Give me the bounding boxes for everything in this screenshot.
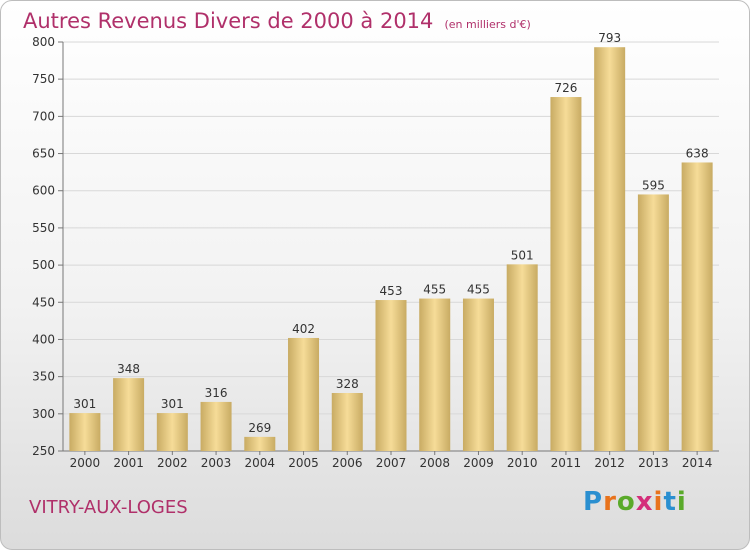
y-tick-label: 250 [32, 444, 55, 458]
chart-title-text: Autres Revenus Divers de 2000 à 2014 [23, 9, 434, 33]
data-label: 269 [248, 421, 271, 435]
data-label: 301 [161, 397, 184, 411]
y-tick-label: 600 [32, 184, 55, 198]
data-label: 726 [554, 81, 577, 95]
logo-letter: t [663, 487, 677, 517]
data-label: 501 [511, 248, 534, 262]
logo-letter: o [616, 487, 636, 517]
x-tick-label: 2006 [332, 456, 363, 470]
bar [375, 300, 407, 451]
y-tick-label: 750 [32, 72, 55, 86]
y-tick-label: 300 [32, 407, 55, 421]
bar [113, 378, 145, 451]
city-name: VITRY-AUX-LOGES [29, 497, 188, 518]
data-label: 453 [380, 284, 403, 298]
x-tick-label: 2008 [419, 456, 450, 470]
x-tick-label: 2012 [594, 456, 625, 470]
chart-title: Autres Revenus Divers de 2000 à 2014 (en… [23, 9, 531, 33]
bar [331, 392, 363, 451]
bar [69, 413, 101, 451]
y-tick-label: 400 [32, 332, 55, 346]
bar [200, 401, 232, 451]
x-tick-label: 2002 [157, 456, 188, 470]
logo-letter: i [653, 487, 664, 517]
proxiti-logo: Proxiti [583, 487, 687, 517]
x-tick-label: 2005 [288, 456, 319, 470]
bar [288, 337, 320, 451]
data-label: 793 [598, 31, 621, 45]
bar [419, 298, 451, 451]
data-label: 638 [686, 146, 709, 160]
x-tick-label: 2011 [551, 456, 582, 470]
data-label: 316 [205, 386, 228, 400]
x-tick-label: 2007 [376, 456, 407, 470]
data-label: 455 [423, 283, 446, 297]
data-label: 328 [336, 377, 359, 391]
data-label: 595 [642, 178, 665, 192]
bar [156, 413, 188, 451]
bar [550, 97, 582, 452]
y-tick-label: 700 [32, 109, 55, 123]
bar [462, 298, 494, 451]
x-tick-label: 2013 [638, 456, 669, 470]
logo-letter: i [676, 487, 687, 517]
x-tick-label: 2009 [463, 456, 494, 470]
y-tick-label: 650 [32, 147, 55, 161]
x-tick-label: 2001 [113, 456, 144, 470]
bar [244, 436, 276, 451]
logo-letter: r [603, 487, 617, 517]
data-label: 402 [292, 322, 315, 336]
x-tick-label: 2010 [507, 456, 538, 470]
x-tick-label: 2004 [245, 456, 276, 470]
y-tick-label: 800 [32, 35, 55, 49]
logo-letter: P [583, 487, 604, 517]
y-tick-label: 500 [32, 258, 55, 272]
bar [594, 47, 626, 452]
y-tick-label: 350 [32, 370, 55, 384]
data-label: 348 [117, 362, 140, 376]
y-tick-label: 550 [32, 221, 55, 235]
bar [506, 264, 538, 451]
logo-letter: x [635, 487, 654, 517]
data-label: 455 [467, 283, 490, 297]
x-tick-label: 2003 [201, 456, 232, 470]
x-tick-label: 2000 [70, 456, 101, 470]
data-label: 301 [73, 397, 96, 411]
chart-unit: (en milliers d'€) [444, 18, 531, 31]
y-tick-label: 450 [32, 295, 55, 309]
x-tick-label: 2014 [682, 456, 713, 470]
bar [637, 194, 669, 452]
bar [681, 162, 713, 451]
